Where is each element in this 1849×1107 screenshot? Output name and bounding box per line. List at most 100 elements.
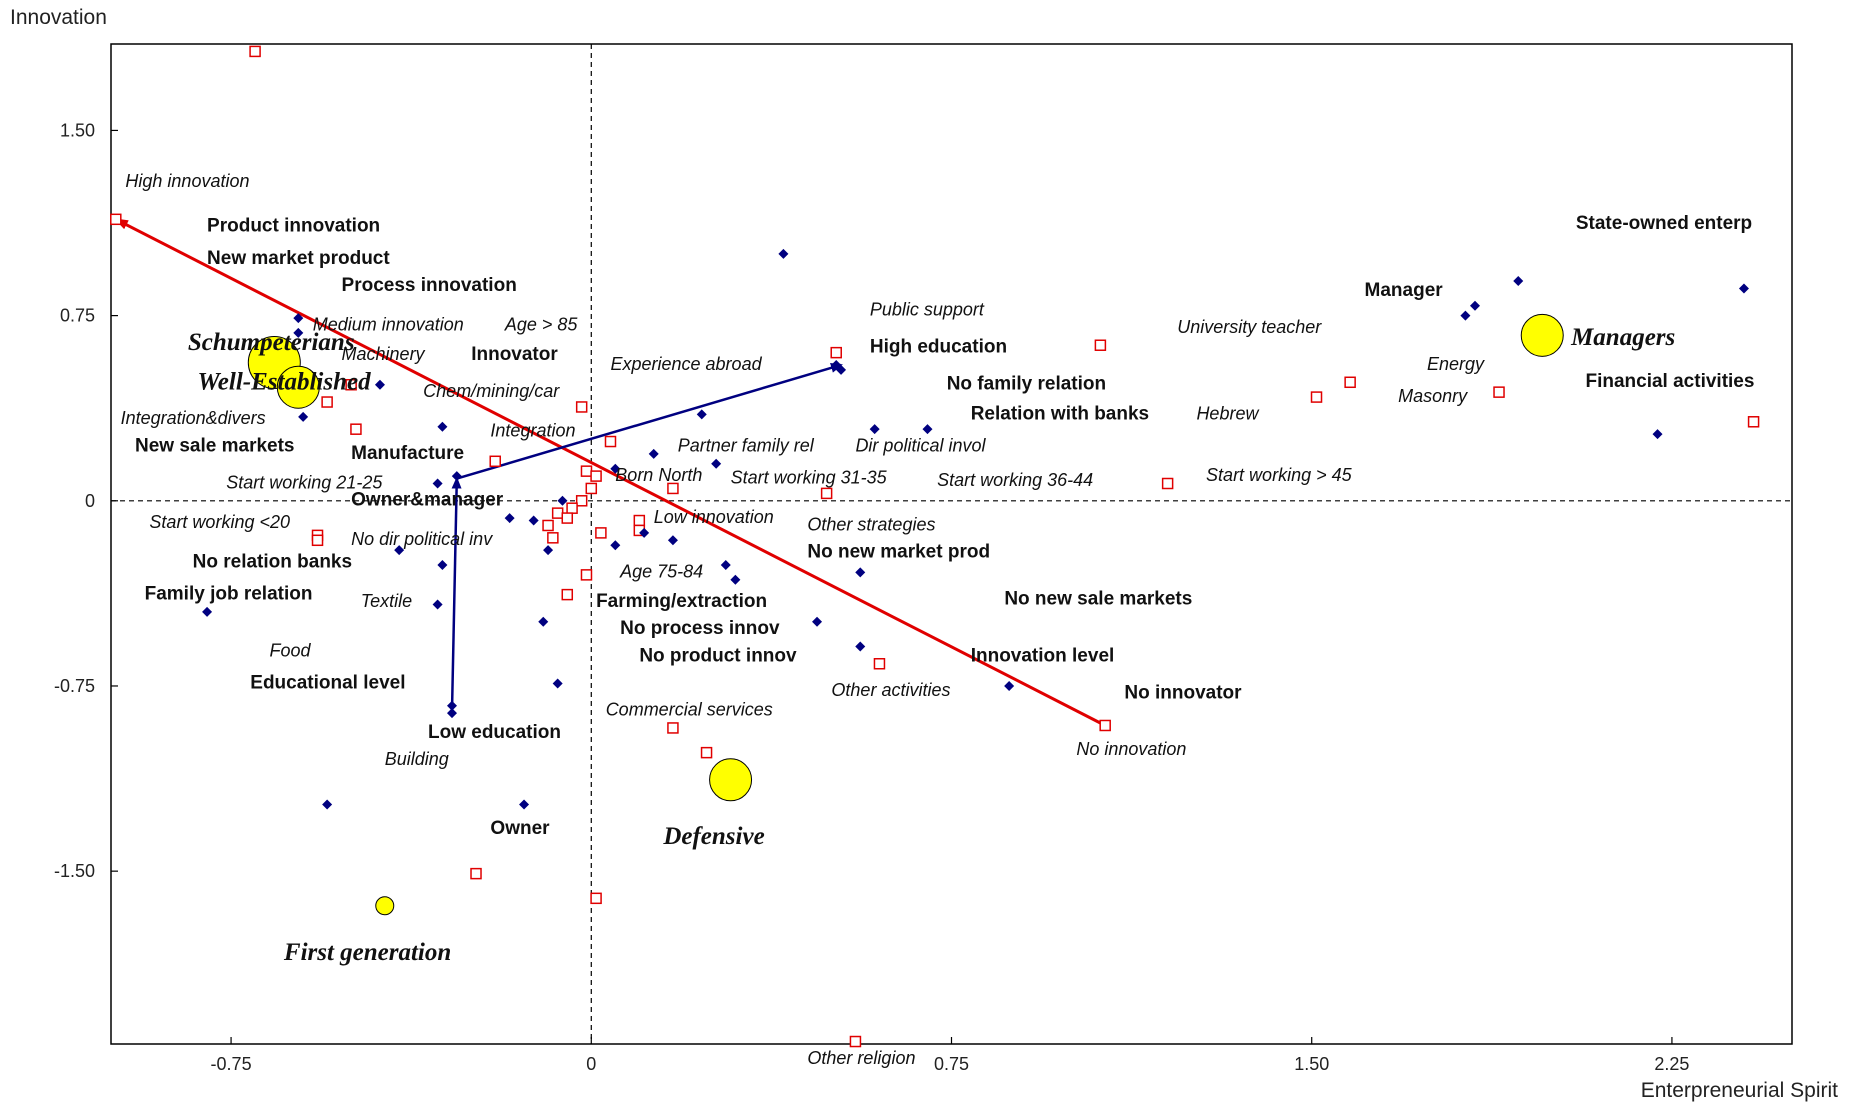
point-labels: High innovation Product innovation New mar… <box>121 171 1755 1068</box>
point-label: Family job relation <box>145 584 313 605</box>
point-label: No family relation <box>947 374 1106 395</box>
group-label: Defensive <box>662 823 764 850</box>
y-tick-label: 0.75 <box>60 306 95 326</box>
active-point <box>639 527 650 538</box>
supplementary-point <box>542 519 554 532</box>
supplementary-point <box>1099 719 1111 732</box>
active-points <box>202 248 1749 810</box>
supplementary-point <box>566 502 578 514</box>
supplementary-point <box>470 867 482 880</box>
point-label: No process innov <box>620 618 780 639</box>
active-point <box>447 708 458 719</box>
vector-arrow <box>450 476 462 711</box>
group-label: Managers <box>1570 324 1675 351</box>
point-label: Start working 31-35 <box>731 468 888 488</box>
active-point <box>1004 680 1015 691</box>
point-label: Dir political invol <box>855 435 986 455</box>
point-label: Relation with banks <box>971 403 1149 424</box>
active-point <box>437 559 448 570</box>
active-point <box>552 678 563 689</box>
supplementary-point <box>873 658 886 670</box>
supplementary-point <box>830 346 842 359</box>
point-label: New sale markets <box>135 435 295 456</box>
active-point <box>519 799 530 810</box>
supplementary-point <box>110 213 122 226</box>
supplementary-point <box>561 512 574 524</box>
active-point <box>447 700 458 711</box>
point-label: Textile <box>361 591 412 611</box>
y-tick-label: -1.50 <box>54 861 95 881</box>
group-bubble <box>375 896 395 916</box>
point-label: Product innovation <box>207 216 380 237</box>
supplementary-point <box>1493 386 1505 398</box>
point-label: Other religion <box>807 1048 915 1068</box>
supplementary-point <box>667 722 679 734</box>
point-label: Experience abroad <box>610 354 762 374</box>
active-point <box>293 313 304 324</box>
active-point <box>1460 310 1471 321</box>
vector-arrow <box>456 363 843 480</box>
point-label: Building <box>385 749 449 769</box>
point-label: Integration&divers <box>121 408 266 428</box>
active-point <box>610 463 621 474</box>
point-label: Other strategies <box>807 514 935 534</box>
supplementary-point <box>820 487 833 500</box>
active-point <box>730 574 741 585</box>
point-label: No innovation <box>1076 739 1186 759</box>
group-bubble <box>1520 313 1564 357</box>
supplementary-point <box>1161 477 1174 490</box>
supplementary-point <box>595 527 607 539</box>
supplementary-point <box>1747 416 1760 428</box>
point-label: Hebrew <box>1196 403 1259 423</box>
x-tick-label: 0 <box>586 1054 596 1074</box>
supplementary-point <box>1344 376 1356 389</box>
point-label: High education <box>870 337 1007 358</box>
active-point <box>293 327 304 338</box>
point-label: High innovation <box>125 171 249 191</box>
active-point <box>298 411 309 422</box>
active-point <box>869 424 880 435</box>
active-point <box>1513 276 1524 287</box>
active-point <box>432 599 443 610</box>
supplementary-point <box>1310 391 1323 403</box>
active-point <box>538 616 549 627</box>
x-tick-label: -0.75 <box>211 1054 252 1074</box>
active-point <box>322 799 333 810</box>
point-label: No new market prod <box>807 542 990 563</box>
vector-arrow <box>114 217 1106 727</box>
active-point <box>504 513 515 524</box>
plot-frame <box>110 43 1793 1045</box>
point-label: Medium innovation <box>313 314 464 334</box>
point-label: Owner <box>490 818 550 839</box>
supplementary-point <box>350 423 362 435</box>
active-point <box>778 248 789 259</box>
active-point <box>696 409 707 420</box>
active-point <box>374 379 385 390</box>
point-label: Start working <20 <box>149 512 290 532</box>
point-label: Machinery <box>342 344 426 364</box>
active-point <box>922 424 933 435</box>
x-axis-title: Enterpreneurial Spirit <box>1641 1079 1838 1102</box>
active-point <box>855 567 866 578</box>
active-point <box>394 545 405 556</box>
point-label: No relation banks <box>193 551 352 572</box>
point-label: Commercial services <box>606 700 773 720</box>
group-label: Well-Established <box>197 369 371 396</box>
supplementary-point <box>551 507 564 519</box>
point-label: Energy <box>1427 354 1485 374</box>
point-label: Integration <box>490 421 575 441</box>
point-label: Born North <box>615 465 702 485</box>
point-label: Start working 21-25 <box>226 472 383 492</box>
active-point <box>812 616 823 627</box>
active-point <box>557 495 568 506</box>
point-label: Public support <box>870 300 985 320</box>
point-label: Low innovation <box>654 507 774 527</box>
supplementary-points <box>110 45 1760 1048</box>
active-point <box>528 515 539 526</box>
point-label: Financial activities <box>1585 371 1754 392</box>
supplementary-point <box>700 746 713 759</box>
supplementary-point <box>575 401 588 413</box>
point-label: Start working > 45 <box>1206 465 1353 485</box>
point-label: Manufacture <box>351 443 464 464</box>
